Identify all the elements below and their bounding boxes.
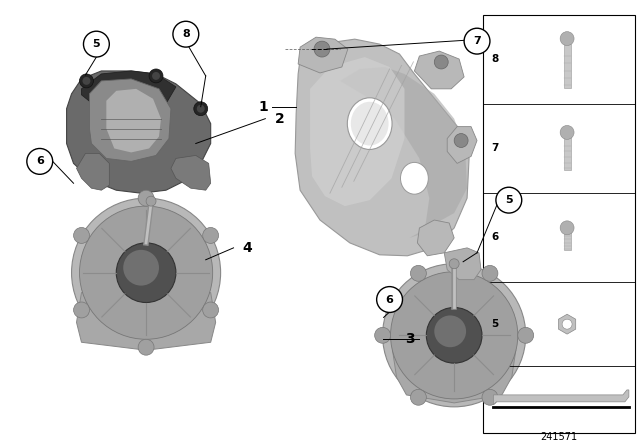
Circle shape	[203, 302, 219, 318]
Circle shape	[173, 21, 199, 47]
Circle shape	[74, 302, 90, 318]
Circle shape	[83, 31, 109, 57]
Polygon shape	[493, 390, 629, 405]
Polygon shape	[90, 79, 171, 161]
Text: 6: 6	[386, 294, 394, 305]
Text: 1: 1	[259, 100, 268, 114]
Circle shape	[138, 190, 154, 206]
Circle shape	[79, 206, 212, 339]
Polygon shape	[171, 155, 211, 190]
Circle shape	[27, 148, 52, 174]
Text: 5: 5	[492, 319, 499, 329]
Circle shape	[560, 32, 574, 46]
Circle shape	[374, 327, 390, 343]
Polygon shape	[447, 127, 477, 164]
Text: 2: 2	[275, 112, 285, 125]
Circle shape	[410, 389, 426, 405]
Text: 6: 6	[492, 233, 499, 242]
Circle shape	[518, 327, 534, 343]
Circle shape	[562, 319, 572, 329]
Circle shape	[203, 228, 219, 243]
Circle shape	[83, 77, 90, 85]
Polygon shape	[67, 71, 211, 193]
Text: 8: 8	[492, 54, 499, 64]
Text: 8: 8	[182, 29, 189, 39]
Bar	[564, 230, 571, 250]
Circle shape	[410, 265, 426, 281]
Ellipse shape	[401, 162, 428, 194]
Circle shape	[116, 243, 176, 302]
Circle shape	[560, 221, 574, 235]
Circle shape	[454, 134, 468, 147]
Text: 7: 7	[473, 36, 481, 46]
Polygon shape	[77, 293, 216, 350]
Circle shape	[496, 187, 522, 213]
Circle shape	[560, 125, 574, 139]
Circle shape	[435, 55, 448, 69]
Polygon shape	[77, 154, 109, 190]
Circle shape	[124, 250, 159, 286]
Circle shape	[426, 307, 482, 363]
Circle shape	[152, 72, 160, 80]
Bar	[564, 44, 571, 88]
Circle shape	[383, 264, 525, 407]
Circle shape	[390, 271, 518, 399]
Polygon shape	[417, 220, 454, 256]
Circle shape	[377, 287, 403, 312]
Circle shape	[196, 105, 205, 113]
Text: 3: 3	[404, 332, 415, 346]
Circle shape	[482, 389, 498, 405]
Ellipse shape	[351, 102, 388, 146]
Circle shape	[79, 74, 93, 88]
Polygon shape	[310, 57, 404, 206]
Polygon shape	[298, 37, 348, 73]
Text: 241571: 241571	[541, 432, 578, 442]
Bar	[483, 15, 635, 433]
Circle shape	[72, 198, 221, 347]
Text: 5: 5	[93, 39, 100, 49]
Polygon shape	[559, 314, 576, 334]
Circle shape	[482, 265, 498, 281]
Circle shape	[149, 69, 163, 83]
Circle shape	[138, 339, 154, 355]
Text: 4: 4	[243, 241, 252, 255]
Polygon shape	[106, 89, 161, 152]
Circle shape	[194, 102, 208, 116]
Polygon shape	[392, 350, 516, 403]
Ellipse shape	[348, 98, 392, 150]
Text: 6: 6	[36, 156, 44, 166]
Polygon shape	[415, 51, 464, 89]
Text: 7: 7	[492, 143, 499, 153]
Bar	[564, 136, 571, 170]
Polygon shape	[295, 39, 469, 256]
Circle shape	[314, 41, 330, 57]
Polygon shape	[81, 71, 176, 112]
Circle shape	[146, 196, 156, 206]
Polygon shape	[444, 248, 481, 280]
Circle shape	[74, 228, 90, 243]
Text: 5: 5	[505, 195, 513, 205]
Circle shape	[464, 28, 490, 54]
Polygon shape	[340, 67, 467, 238]
Circle shape	[435, 315, 466, 347]
Circle shape	[449, 259, 459, 269]
